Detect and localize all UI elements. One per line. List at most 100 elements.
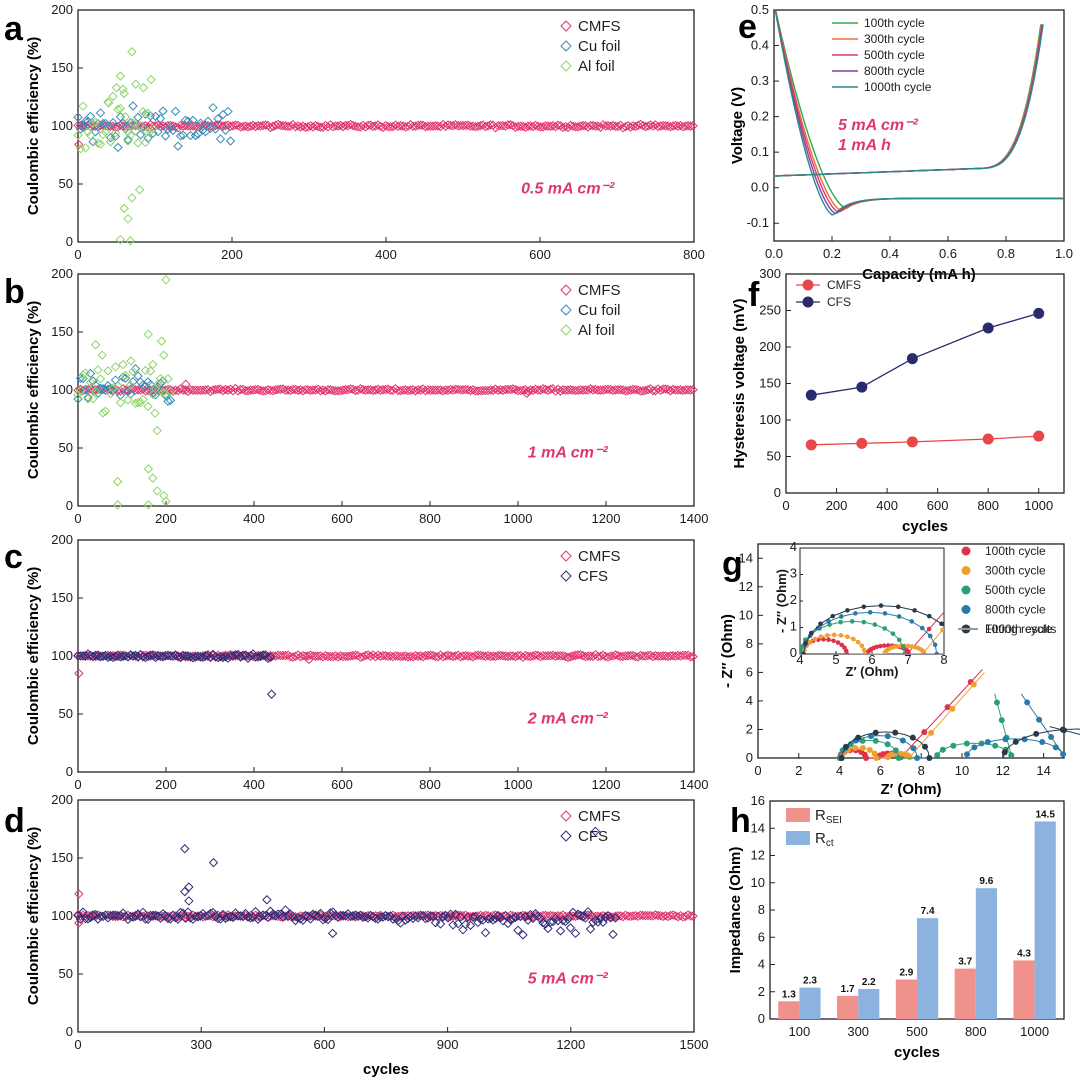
data-point-cmfs xyxy=(680,650,691,661)
x-tick-label: 600 xyxy=(927,498,949,513)
y-tick-label: 200 xyxy=(51,792,73,807)
data-point-cmfs xyxy=(240,385,251,396)
data-point-cmfs xyxy=(645,910,656,921)
x-tick-label: 400 xyxy=(243,511,265,526)
x-tick-label: 600 xyxy=(314,1037,336,1052)
data-point-al-foil xyxy=(125,130,136,141)
x-axis-label: cycles xyxy=(363,1061,409,1078)
data-point xyxy=(922,743,929,750)
data-point-cfs xyxy=(805,389,817,401)
data-point-cfs xyxy=(78,651,88,661)
data-point-cu-foil xyxy=(123,134,133,145)
data-point-cfs xyxy=(230,649,241,660)
data-point xyxy=(1012,738,1019,745)
outlier-point xyxy=(143,329,154,340)
inset-data-point xyxy=(867,610,873,615)
data-label: 4.3 xyxy=(1017,948,1031,959)
data-point-cmfs xyxy=(210,120,221,131)
y-tick-label: 0 xyxy=(66,1024,73,1039)
data-point-cmfs xyxy=(470,121,481,132)
data-point-cmfs xyxy=(130,651,141,661)
y-tick-label: 0 xyxy=(66,234,73,249)
data-point-cfs xyxy=(270,910,281,921)
data-point-cmfs xyxy=(268,651,278,661)
y-tick-label: 0.3 xyxy=(751,73,769,88)
data-point-cmfs xyxy=(375,121,386,132)
data-label: 7.4 xyxy=(921,906,935,917)
x-tick-label: 0 xyxy=(74,247,81,262)
data-point-cmfs xyxy=(225,384,236,394)
data-point-cmfs xyxy=(328,122,338,132)
data-point-cfs xyxy=(250,906,261,917)
outlier-point xyxy=(522,388,532,399)
data-point-cmfs xyxy=(543,650,553,661)
data-point-cmfs xyxy=(260,120,271,130)
data-point xyxy=(998,717,1005,724)
data-point-cmfs xyxy=(208,912,218,922)
data-point-cmfs xyxy=(675,651,686,661)
data-point xyxy=(1060,751,1067,758)
outlier-point xyxy=(123,127,133,137)
data-point-cmfs xyxy=(348,120,358,131)
y-tick-label: 200 xyxy=(759,339,781,354)
outlier-point xyxy=(127,193,137,203)
data-point-cmfs xyxy=(625,650,636,661)
outlier-point xyxy=(112,476,123,487)
data-point-cmfs xyxy=(545,384,556,394)
data-point-cmfs xyxy=(570,911,581,922)
data-point-cu-foil xyxy=(88,136,98,147)
data-point-cmfs xyxy=(605,651,616,661)
y-tick-label: 6 xyxy=(758,929,765,944)
data-point-cmfs xyxy=(640,385,651,396)
data-point-cfs xyxy=(93,650,103,660)
data-point-al-foil xyxy=(75,144,86,154)
data-point-al-foil xyxy=(95,139,106,149)
outlier-point xyxy=(142,127,153,137)
data-point-cmfs xyxy=(328,910,338,921)
inset-data-point xyxy=(878,603,884,608)
legend-label: Al foil xyxy=(578,58,615,75)
data-point-cfs xyxy=(345,911,356,922)
data-point-cfs xyxy=(518,930,528,940)
data-point-cfs xyxy=(220,913,231,924)
x-tick-label: 600 xyxy=(331,511,353,526)
x-tick-label: 500 xyxy=(906,1024,928,1039)
data-point-cmfs xyxy=(310,120,321,131)
data-point-cfs xyxy=(375,912,386,922)
data-point-cmfs xyxy=(143,385,153,396)
data-point-cmfs xyxy=(270,385,281,395)
legend-label: CMFS xyxy=(578,808,621,825)
data-point-cfs xyxy=(170,650,181,660)
data-point-cmfs xyxy=(103,384,113,395)
data-point-cmfs xyxy=(668,910,678,920)
outlier-point xyxy=(138,83,149,93)
data-point-cmfs xyxy=(543,385,553,395)
data-point xyxy=(914,755,921,761)
data-point-cmfs xyxy=(213,120,223,130)
data-point-cmfs xyxy=(620,386,631,396)
data-point-cmfs xyxy=(430,651,441,662)
data-point-cmfs xyxy=(473,121,483,132)
data-point-cfs xyxy=(238,650,248,660)
inset-data-point xyxy=(882,611,888,616)
data-point-cfs xyxy=(258,910,268,920)
x-tick-label: 1200 xyxy=(592,511,621,526)
data-point-cmfs xyxy=(513,911,523,921)
outlier-point xyxy=(115,71,126,81)
outlier-point xyxy=(181,379,191,389)
data-point-cfs xyxy=(323,914,333,925)
data-point-cfs xyxy=(280,905,291,915)
x-tick-label: 800 xyxy=(419,511,441,526)
data-point-cfs xyxy=(383,912,393,922)
x-tick-label: 2 xyxy=(795,763,802,778)
data-point-cmfs xyxy=(248,385,258,395)
outlier-point xyxy=(127,47,137,57)
data-point-cu-foil xyxy=(128,377,138,387)
data-point-cfs xyxy=(510,912,521,923)
data-point-cmfs xyxy=(110,122,121,132)
data-point-cmfs xyxy=(580,651,591,662)
data-point-cfs xyxy=(88,651,98,662)
data-point-cmfs xyxy=(333,386,343,396)
data-point-cu-foil xyxy=(193,129,203,139)
panel-label-h: h xyxy=(730,802,751,840)
